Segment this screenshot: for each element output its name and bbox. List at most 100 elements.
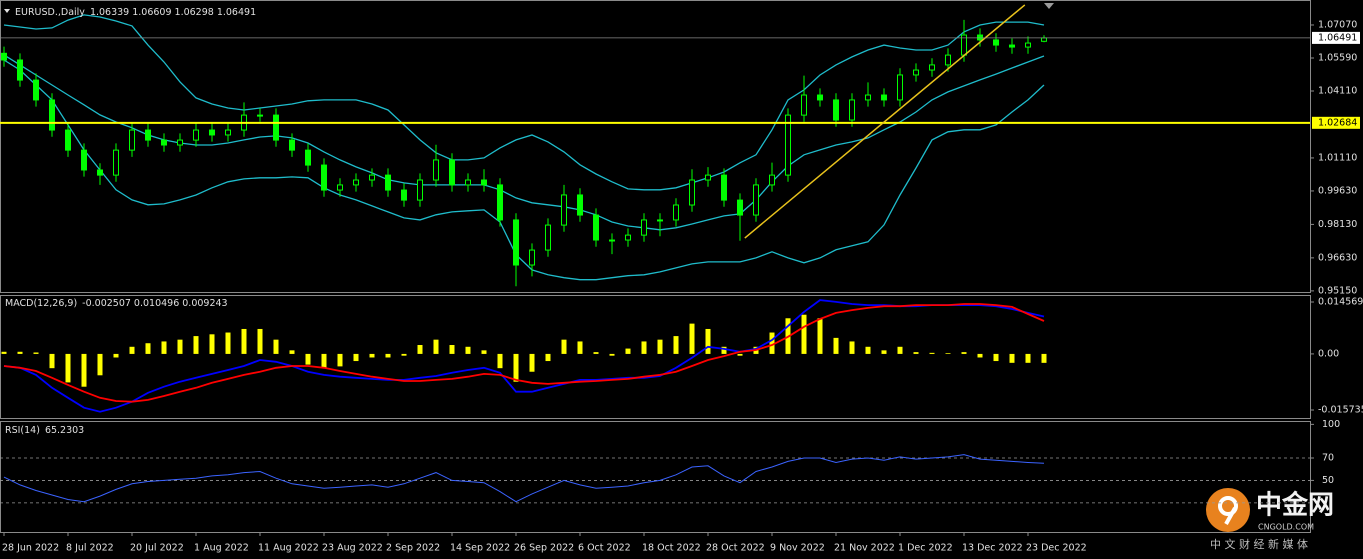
macd-bar <box>49 353 55 369</box>
x-tick-label: 21 Nov 2022 <box>834 543 895 554</box>
candle-body <box>753 184 759 216</box>
candle-body <box>481 179 487 186</box>
macd-bar <box>289 350 295 354</box>
bollinger-lower <box>3 59 1045 281</box>
macd-bar <box>33 352 39 354</box>
candle-body <box>609 239 615 242</box>
candle-body <box>1041 37 1047 42</box>
macd-bar <box>353 353 359 362</box>
macd-bar <box>129 346 135 354</box>
macd-bar <box>369 353 375 358</box>
x-tick-label: 18 Oct 2022 <box>642 543 701 554</box>
macd-bar <box>577 341 583 354</box>
macd-bar <box>641 341 647 354</box>
macd-bar <box>913 352 919 354</box>
indicator-header: MACD(12,26,9) -0.002507 0.010496 0.009243 <box>5 298 228 309</box>
price-label: 1.06491 <box>1318 32 1357 43</box>
macd-bar <box>657 339 663 354</box>
macd-bar <box>497 353 503 369</box>
header-value: 1.06609 <box>132 7 171 18</box>
header-title: RSI(14) <box>5 425 40 436</box>
candle-body <box>833 99 839 121</box>
macd-bar <box>449 345 455 354</box>
candle-body <box>849 99 855 121</box>
macd-bar <box>385 353 391 358</box>
macd-bar <box>561 339 567 354</box>
candle-body <box>513 219 519 266</box>
candle-body <box>273 114 279 141</box>
macd-bar <box>465 346 471 354</box>
candle-body <box>225 129 231 136</box>
trendline <box>744 4 1026 239</box>
macd-bar <box>481 350 487 354</box>
macd-bar <box>737 353 743 356</box>
macd-bar <box>993 353 999 362</box>
macd-bar <box>305 353 311 365</box>
x-tick-label: 13 Dec 2022 <box>962 543 1023 554</box>
candle-body <box>673 204 679 221</box>
y-tick-label: 0.00 <box>1318 348 1339 359</box>
candle-body <box>337 184 343 191</box>
y-tick-label: 50 <box>1322 475 1334 486</box>
macd-bar <box>545 353 551 362</box>
candle-body <box>385 174 391 191</box>
symbol-menu-icon[interactable] <box>4 9 10 13</box>
y-tick-label: 70 <box>1322 453 1334 464</box>
macd-bar <box>241 328 247 354</box>
indicator-header: EURUSD.,Daily 1.06339 1.06609 1.06298 1.0649… <box>15 7 256 18</box>
candle-body <box>353 179 359 186</box>
candle-body <box>721 174 727 201</box>
candle-body <box>865 94 871 101</box>
candle-body <box>1 52 7 61</box>
macd-line <box>3 303 1045 403</box>
candle-body <box>1009 44 1015 48</box>
candle-body <box>449 159 455 186</box>
candle-body <box>705 174 711 181</box>
candle-body <box>289 139 295 151</box>
y-tick-label: 0.014569 <box>1318 296 1363 307</box>
x-tick-label: 26 Sep 2022 <box>514 543 574 554</box>
candle-body <box>65 129 71 151</box>
x-tick-label: 23 Dec 2022 <box>1026 543 1087 554</box>
candle-body <box>81 149 87 171</box>
main-panel <box>0 0 1311 293</box>
macd-line <box>3 299 1045 413</box>
candle-body <box>401 189 407 201</box>
candle-body <box>17 59 23 81</box>
macd-bar <box>209 334 215 354</box>
y-tick-label: 100 <box>1322 419 1340 430</box>
candle-body <box>977 34 983 41</box>
candle-body <box>33 79 39 101</box>
candle-body <box>769 174 775 186</box>
macd-bar <box>193 336 199 354</box>
x-tick-label: 28 Jun 2022 <box>2 543 59 554</box>
y-tick-label: -0.015735 <box>1318 404 1363 415</box>
macd-bar <box>929 352 935 354</box>
watermark-name: 中金网 <box>1256 490 1334 521</box>
candle-body <box>625 234 631 241</box>
rsi-line <box>3 454 1045 503</box>
price-label-box <box>1312 31 1360 44</box>
x-tick-label: 11 Aug 2022 <box>258 543 319 554</box>
candle-body <box>913 69 919 76</box>
y-tick-label: 1.05590 <box>1318 52 1357 63</box>
macd-bar <box>177 339 183 354</box>
candle-body <box>881 94 887 101</box>
y-tick-label: 1.01110 <box>1318 152 1357 163</box>
x-tick-label: 2 Sep 2022 <box>386 543 440 554</box>
macd-bar <box>769 332 775 354</box>
macd-bar <box>145 343 151 354</box>
candle-body <box>433 159 439 181</box>
candle-body <box>545 224 551 251</box>
candle-body <box>497 184 503 221</box>
candle-body <box>177 139 183 146</box>
macd-bar <box>689 323 695 354</box>
candle-body <box>97 169 103 176</box>
macd-bar <box>273 339 279 354</box>
macd-bar <box>593 352 599 354</box>
chart-shift-marker <box>1044 3 1054 9</box>
candle-body <box>593 214 599 241</box>
macd-bar <box>81 353 87 387</box>
macd-bar <box>609 353 615 356</box>
